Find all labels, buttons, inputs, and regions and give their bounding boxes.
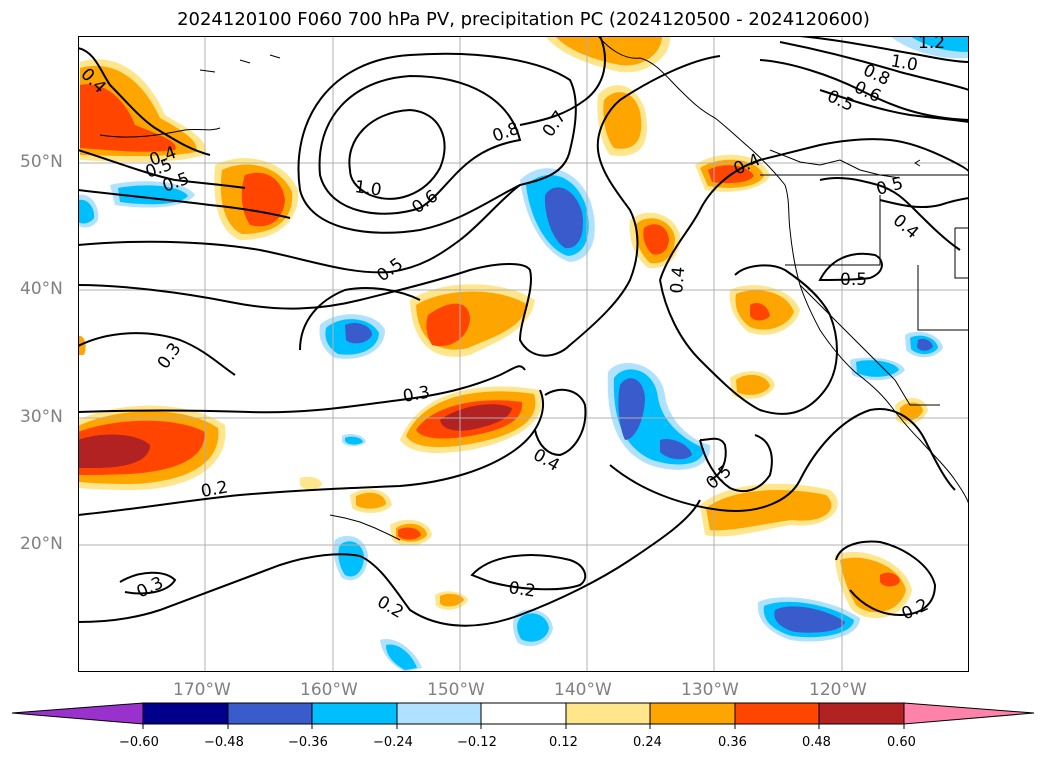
colorbar-tick-label: −0.12	[457, 735, 497, 750]
contour-label: 0.6	[408, 186, 442, 218]
lon-label: 130°W	[681, 680, 739, 700]
colorbar-under-arrow	[11, 702, 144, 725]
contour-label: 1.0	[889, 51, 919, 75]
lon-label: 170°W	[173, 680, 231, 700]
map-plot-area: 0.4 0.5 0.4 0.5 1.0 0.8 0.7 0.6 0.5 0.4 …	[78, 33, 969, 672]
graticule	[78, 36, 969, 672]
colorbar-tick-label: 0.60	[887, 735, 916, 750]
contour-label: 0.2	[374, 592, 407, 623]
colorbar-tick-label: −0.60	[119, 735, 159, 750]
colorbar	[11, 702, 1035, 729]
lat-label: 40°N	[20, 279, 63, 299]
contour-label: 1.0	[353, 177, 383, 201]
contour-label: 0.3	[154, 339, 186, 373]
lat-label: 50°N	[20, 152, 63, 172]
contour-label: 0.5	[373, 254, 407, 286]
lon-label: 140°W	[554, 680, 612, 700]
colorbar-tick-label: −0.48	[204, 735, 244, 750]
colorbar-tick-label: −0.24	[373, 735, 413, 750]
colorbar-tick-label: 0.36	[718, 735, 747, 750]
lon-label: 160°W	[300, 680, 358, 700]
colorbar-tick-label: −0.36	[288, 735, 328, 750]
colorbar-tick-label: 0.12	[549, 735, 578, 750]
colorbar-over-arrow	[903, 702, 1035, 725]
lon-label: 150°W	[427, 680, 485, 700]
contour-label: 0.3	[401, 383, 431, 407]
lon-label: 120°W	[809, 680, 867, 700]
precip-shading	[78, 36, 969, 672]
map-title: 2024120100 F060 700 hPa PV, precipitatio…	[177, 9, 870, 30]
contour-label: 0.4	[889, 211, 923, 244]
lat-label: 20°N	[20, 534, 63, 554]
colorbar-tick-label: 0.24	[633, 735, 662, 750]
contour-label: 0.8	[490, 119, 522, 147]
map-frame	[78, 36, 969, 672]
colorbar-tick-label: 0.48	[802, 735, 831, 750]
pv-contours	[78, 36, 969, 627]
contour-label: 0.4	[530, 445, 563, 476]
contour-label: 0.5	[840, 270, 867, 290]
contour-label: 0.5	[824, 86, 857, 116]
contour-label: 0.2	[507, 578, 537, 602]
contour-label: 1.2	[918, 33, 945, 53]
lat-label: 30°N	[20, 407, 63, 427]
contour-label: 0.2	[199, 478, 229, 502]
contour-label: 0.3	[134, 573, 167, 603]
contour-label: 0.4	[667, 266, 689, 295]
